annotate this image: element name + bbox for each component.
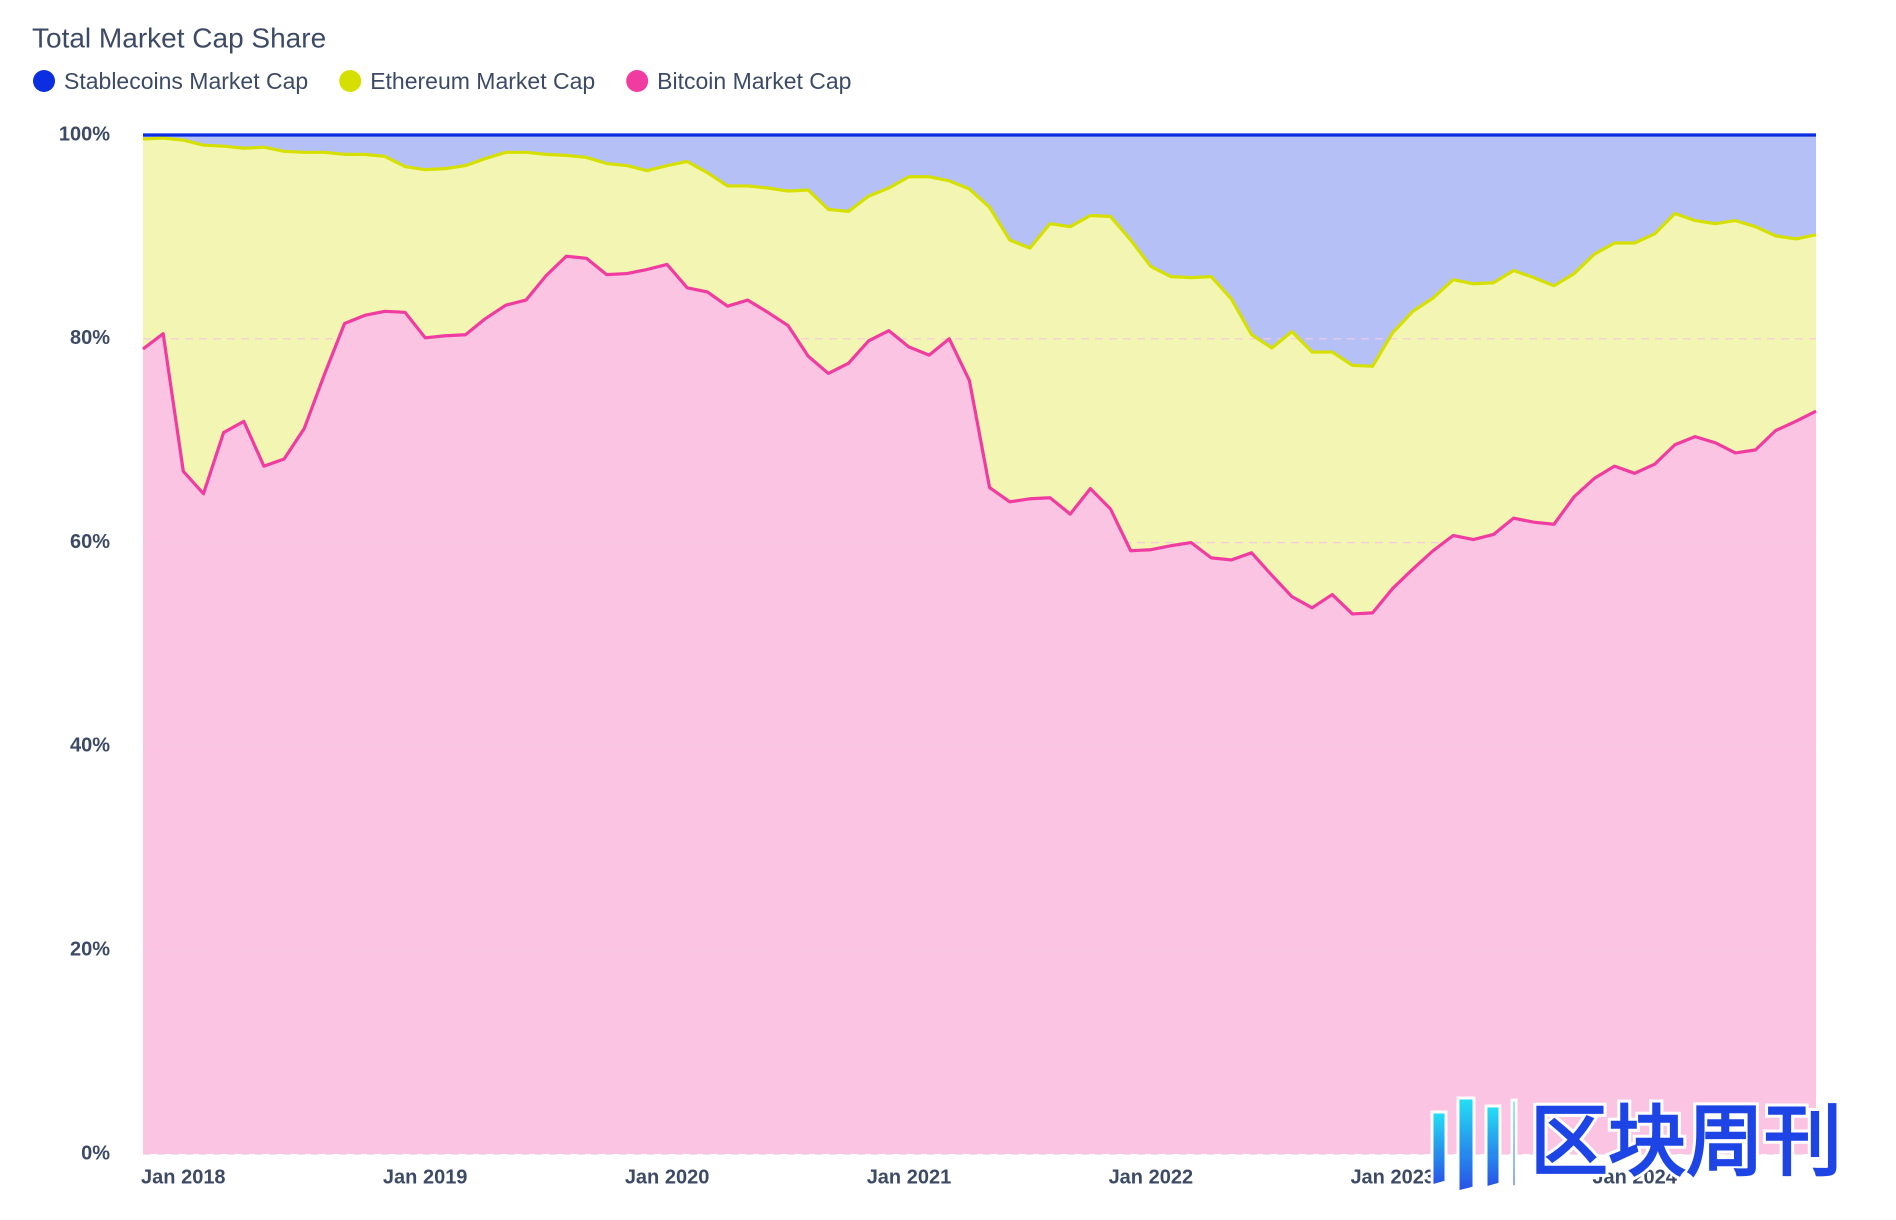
y-tick-label: 60% xyxy=(70,531,110,553)
legend-label: Stablecoins Market Cap xyxy=(64,68,308,94)
y-tick-label: 100% xyxy=(59,123,110,145)
x-tick-label: Jan 2024 xyxy=(1592,1166,1677,1188)
y-tick-label: 40% xyxy=(70,735,110,757)
watermark-logo xyxy=(1430,1096,1518,1194)
y-tick-label: 20% xyxy=(70,938,110,960)
area-fill xyxy=(143,138,1816,614)
watermark: 区块周刊 xyxy=(1530,1098,1842,1186)
area-fill xyxy=(143,256,1816,1154)
plot-area xyxy=(142,133,1817,1155)
y-tick-label: 80% xyxy=(70,327,110,349)
series-line xyxy=(142,136,1817,368)
y-tick-label: 0% xyxy=(81,1142,110,1164)
series-line xyxy=(142,254,1817,616)
x-tick-label: Jan 2018 xyxy=(141,1166,226,1188)
x-tick-label: Jan 2020 xyxy=(625,1166,710,1188)
legend-label: Ethereum Market Cap xyxy=(370,68,595,94)
legend-marker xyxy=(339,70,362,92)
legend-marker xyxy=(33,70,55,92)
legend: Stablecoins Market Cap Ethereum Market Ca… xyxy=(33,68,851,94)
legend-marker xyxy=(626,70,649,92)
x-tick-label: Jan 2019 xyxy=(383,1166,468,1188)
legend-label: Bitcoin Market Cap xyxy=(657,68,851,94)
chart-title: Total Market Cap Share xyxy=(32,22,326,53)
x-tick-label: Jan 2021 xyxy=(867,1166,952,1188)
x-tick-label: Jan 2023 xyxy=(1350,1166,1435,1188)
area-fill xyxy=(143,135,1816,367)
x-tick-label: Jan 2022 xyxy=(1109,1166,1194,1188)
